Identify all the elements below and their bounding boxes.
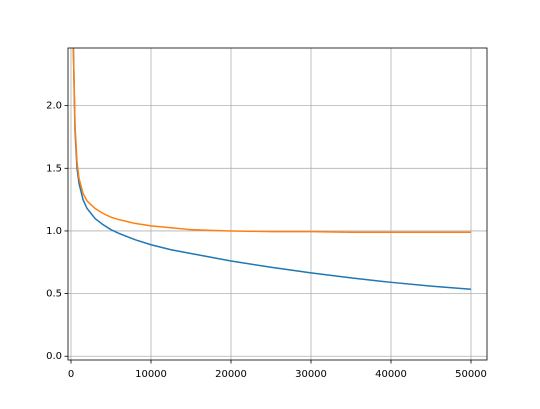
x-tick-label: 0 (68, 369, 74, 380)
y-tick-label: 0.5 (46, 289, 62, 300)
y-tick-label: 0.0 (46, 351, 62, 362)
plot-frame (67, 47, 488, 361)
x-tick-label: 20000 (215, 369, 247, 380)
x-tick-label: 40000 (375, 369, 407, 380)
x-tick-label: 10000 (135, 369, 167, 380)
x-tick-label: 50000 (455, 369, 487, 380)
y-tick-label: 1.0 (46, 226, 62, 237)
series-line (72, 48, 471, 233)
series-line (72, 48, 472, 290)
y-tick-label: 1.5 (46, 163, 62, 174)
y-tick-label: 2.0 (46, 101, 62, 112)
x-tick-label: 30000 (295, 369, 327, 380)
